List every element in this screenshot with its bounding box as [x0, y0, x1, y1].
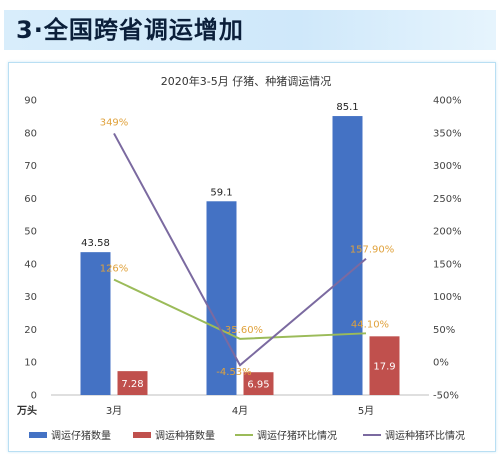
y2-tick-label: -50%: [433, 391, 459, 402]
chart-title: 2020年3-5月 仔猪、种猪调运情况: [161, 74, 331, 88]
y-tick-label: 60: [24, 194, 37, 205]
banner: 3·全国跨省调运增加: [0, 0, 499, 58]
bar-breeder: [117, 371, 148, 395]
y-tick-label: 30: [24, 292, 37, 303]
chart-svg: 2020年3-5月 仔猪、种猪调运情况 0 10 20 30 40 50 60 70 80 90 -5…: [16, 74, 465, 442]
bar-breeder: [243, 372, 274, 395]
y2-tick-label: 0%: [433, 358, 449, 369]
y-tick-label: 0: [31, 391, 37, 402]
y-tick-label: 70: [24, 161, 37, 172]
legend-label: 调运种猪数量: [155, 429, 215, 442]
line-piglet-change: [113, 278, 367, 340]
y2-tick-label: 200%: [433, 227, 462, 238]
line-data-label: 35.60%: [225, 325, 263, 336]
line-data-label: 44.10%: [351, 319, 389, 330]
line-data-label: 126%: [100, 264, 129, 275]
bar-piglet: [80, 252, 111, 395]
bar-data-label: 17.9: [373, 362, 395, 373]
bar-data-label: 59.1: [210, 187, 232, 198]
legend-label: 调运种猪环比情况: [385, 429, 465, 442]
bar-piglet: [206, 201, 237, 395]
legend-label: 调运仔猪数量: [51, 429, 111, 442]
y2-tick-label: 150%: [433, 259, 462, 270]
line-data-label: 157.90%: [350, 245, 395, 256]
x-tick-label: 5月: [358, 405, 374, 417]
y2-tick-label: 250%: [433, 194, 462, 205]
chart-card: 2020年3-5月 仔猪、种猪调运情况 0 10 20 30 40 50 60 70 80 90 -5…: [8, 62, 496, 452]
y2-tick-label: 100%: [433, 292, 462, 303]
bar-data-label: 85.1: [336, 102, 358, 113]
banner-background: 3·全国跨省调运增加: [4, 10, 496, 50]
line-data-label: 349%: [100, 117, 129, 128]
y-tick-label: 20: [24, 325, 37, 336]
bar-data-label: 43.58: [81, 238, 110, 249]
y2-tick-label: 300%: [433, 161, 462, 172]
line-data-label: -4.53%: [216, 367, 251, 378]
y2-tick-label: 350%: [433, 128, 462, 139]
y-tick-label: 50: [24, 227, 37, 238]
y-tick-label: 40: [24, 259, 37, 270]
line-breeder-change: [113, 132, 367, 367]
x-tick-label: 4月: [232, 405, 248, 417]
x-tick-label: 3月: [106, 405, 122, 417]
legend-label: 调运仔猪环比情况: [257, 429, 337, 442]
y2-tick-label: 50%: [433, 325, 455, 336]
bar-data-label: 7.28: [121, 379, 143, 390]
bar-breeder: [369, 336, 400, 395]
y-tick-label: 90: [24, 96, 37, 107]
section-title: 3·全国跨省调运增加: [16, 16, 244, 44]
bar-data-label: 6.95: [247, 380, 269, 391]
y-tick-label: 80: [24, 128, 37, 139]
legend-swatch: [29, 432, 47, 438]
y2-tick-label: 400%: [433, 96, 462, 107]
y-unit-label: 万头: [16, 404, 37, 417]
legend-swatch: [133, 432, 151, 438]
y-tick-label: 10: [24, 358, 37, 369]
bar-piglet: [332, 116, 363, 396]
